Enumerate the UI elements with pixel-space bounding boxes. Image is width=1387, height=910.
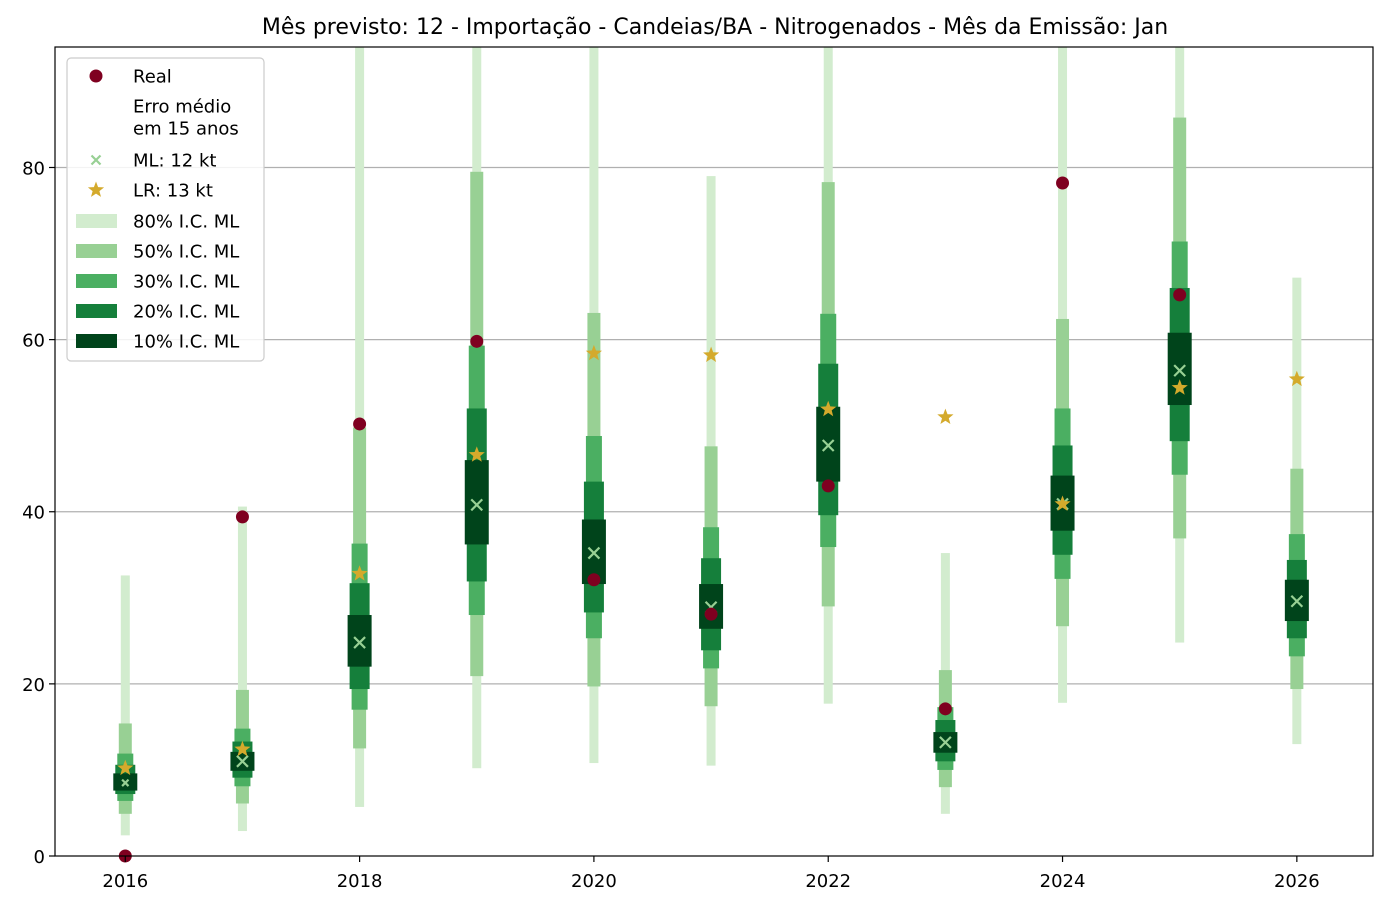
legend-lr-handle xyxy=(87,181,105,197)
ml-marker-2018-stroke xyxy=(353,636,366,649)
real-marker-2017 xyxy=(235,510,249,524)
ml-marker-2026-stroke xyxy=(1290,594,1304,608)
x-tick-label-2022: 2022 xyxy=(805,871,851,892)
ci-bars-layer xyxy=(113,47,1309,836)
lr-marker-2019 xyxy=(468,446,485,462)
x-tick-label-2020: 2020 xyxy=(571,871,617,892)
lr-marker-2026 xyxy=(1288,370,1305,387)
real-marker-2023 xyxy=(938,702,952,716)
lr-marker-2023 xyxy=(937,408,954,424)
legend-erro-line: Erro médio xyxy=(133,97,231,118)
legend-ci10-label: 10% I.C. ML xyxy=(133,332,239,353)
real-marker-2018 xyxy=(353,417,367,431)
lr-marker-2020 xyxy=(585,344,602,361)
legend-erro-line: em 15 anos xyxy=(133,119,239,140)
x-tick-label-2026: 2026 xyxy=(1274,871,1320,892)
real-marker-2020 xyxy=(587,573,601,587)
lr-marker-2022 xyxy=(820,400,837,417)
ci10-bar-2018 xyxy=(347,615,372,667)
real-marker-2025 xyxy=(1173,288,1187,302)
ml-marker-2022-stroke xyxy=(821,439,835,452)
y-tick-label-40: 40 xyxy=(22,503,45,524)
legend-ml-label: ML: 12 kt xyxy=(133,151,216,172)
legend-ci30-label: 30% I.C. ML xyxy=(133,272,239,293)
axis-layer: 0 20 40 60 80 2016 2018 2020 2022 2024 2026 xyxy=(22,158,1320,892)
legend-ci50-label: 50% I.C. ML xyxy=(133,242,239,263)
x-tick-label-2016: 2016 xyxy=(102,871,148,892)
legend-ci20-label: 20% I.C. ML xyxy=(133,302,239,323)
legend-ci50-handle xyxy=(76,244,117,258)
x-tick-label-2024: 2024 xyxy=(1040,871,1086,892)
lr-marker-2017 xyxy=(234,740,251,757)
lr-marker-2018 xyxy=(351,565,368,581)
lr-marker-2021 xyxy=(703,346,720,362)
markers-layer xyxy=(117,176,1305,863)
ml-marker-2023-stroke xyxy=(939,736,952,749)
legend-lr-label: LR: 13 kt xyxy=(133,181,213,202)
real-marker-2019 xyxy=(470,334,484,348)
ml-marker-2019-stroke xyxy=(470,498,484,512)
legend-ml-handle-stroke xyxy=(90,154,102,166)
ml-marker-2016 xyxy=(121,778,130,787)
ml-marker-2017 xyxy=(236,755,249,768)
lr-marker-2016 xyxy=(117,759,134,776)
x-tick-label-2018: 2018 xyxy=(337,871,383,892)
ml-marker-2026 xyxy=(1290,594,1304,608)
y-tick-label-60: 60 xyxy=(22,331,45,352)
legend-ci30-handle xyxy=(76,274,117,288)
plot-frame xyxy=(54,46,1374,857)
y-tick-label-0: 0 xyxy=(34,847,45,868)
ci80-bar-2016 xyxy=(120,575,130,836)
legend-ci80-handle xyxy=(76,214,117,228)
chart-title: Mês previsto: 12 - Importação - Candeias… xyxy=(262,15,1168,40)
legend: Real Erro médio em 15 anos ML: 12 kt LR: 13 … xyxy=(66,57,265,362)
real-marker-2024 xyxy=(1056,176,1070,190)
legend-ci80-label: 80% I.C. ML xyxy=(133,212,239,233)
legend-ci10-handle xyxy=(76,334,117,348)
lr-marker-2024 xyxy=(1054,495,1071,511)
ml-marker-2019 xyxy=(470,498,484,512)
ml-marker-2016-stroke xyxy=(121,778,130,787)
lr-marker-2025 xyxy=(1171,379,1188,395)
ci10-bar-2019 xyxy=(464,460,489,545)
ml-marker-2022 xyxy=(821,439,835,452)
ml-marker-2025-stroke xyxy=(1173,364,1186,377)
ml-marker-2023 xyxy=(939,736,952,749)
real-marker-2021 xyxy=(704,607,718,621)
legend-ci20-handle xyxy=(76,304,117,318)
ci10-bar-2025 xyxy=(1167,332,1192,406)
real-marker-2022 xyxy=(821,479,835,493)
legend-erro-label: Erro médio em 15 anos xyxy=(133,97,239,140)
y-tick-label-80: 80 xyxy=(22,158,45,179)
ml-marker-2018 xyxy=(353,636,366,649)
legend-real-label: Real xyxy=(133,67,172,88)
legend-real-handle xyxy=(89,69,103,83)
ml-marker-2020 xyxy=(587,546,601,560)
ml-marker-2020-stroke xyxy=(587,546,601,560)
ml-marker-2017-stroke xyxy=(236,755,249,768)
y-tick-label-20: 20 xyxy=(22,675,45,696)
ml-marker-2025 xyxy=(1173,364,1186,377)
ci80-bar-2017 xyxy=(237,506,247,832)
legend-ml-handle xyxy=(90,154,102,166)
